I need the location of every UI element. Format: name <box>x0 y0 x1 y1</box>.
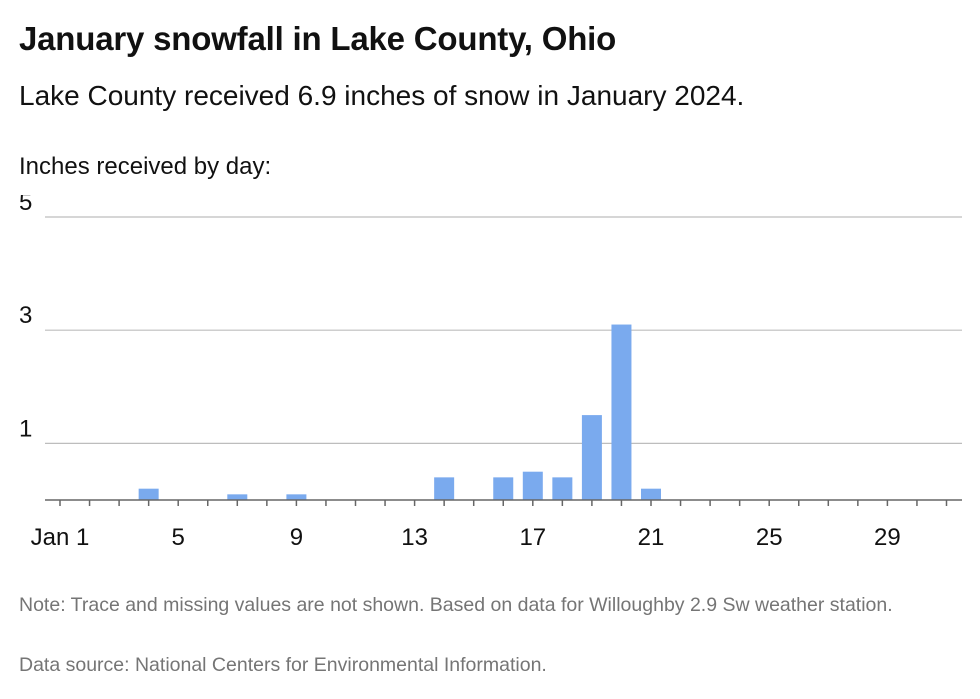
y-tick-label-1: 1 <box>19 415 32 442</box>
bar-jan-9 <box>286 494 307 500</box>
data-source: Data source: National Centers for Enviro… <box>19 654 547 676</box>
snowfall-bar-chart: 135 Jan 1 5 9 13 17 21 25 29 <box>19 195 962 551</box>
y-tick-label-3: 3 <box>19 302 32 329</box>
x-axis: Jan 1 5 9 13 17 21 25 29 <box>31 499 962 551</box>
bar-jan-17 <box>522 471 543 500</box>
bar-jan-4 <box>138 488 159 500</box>
y-axis-label: Inches received by day: <box>19 153 272 180</box>
x-tick-label-17: 17 <box>519 524 546 551</box>
bar-jan-20 <box>611 324 632 500</box>
x-tick-label-1: Jan 1 <box>31 524 90 551</box>
bar-jan-21 <box>641 488 661 500</box>
x-tick-label-5: 5 <box>172 524 185 551</box>
x-tick-label-29: 29 <box>874 524 901 551</box>
bars <box>138 324 661 500</box>
chart-title: January snowfall in Lake County, Ohio <box>19 20 617 57</box>
bar-jan-7 <box>227 494 248 500</box>
gridlines: 1 3 5 <box>19 195 962 444</box>
chart-subtitle: Lake County received 6.9 inches of snow … <box>19 80 745 111</box>
x-tick-label-21: 21 <box>638 524 665 551</box>
x-tick-label-13: 13 <box>401 524 428 551</box>
x-tick-label-9: 9 <box>290 524 303 551</box>
chart-note: Note: Trace and missing values are not s… <box>19 594 893 616</box>
bar-jan-16 <box>493 477 514 500</box>
bar-jan-14 <box>434 477 455 500</box>
bar-jan-19 <box>581 415 602 500</box>
y-tick-label-5: 5 <box>19 195 32 216</box>
x-tick-label-25: 25 <box>756 524 783 551</box>
bar-jan-18 <box>552 477 573 500</box>
